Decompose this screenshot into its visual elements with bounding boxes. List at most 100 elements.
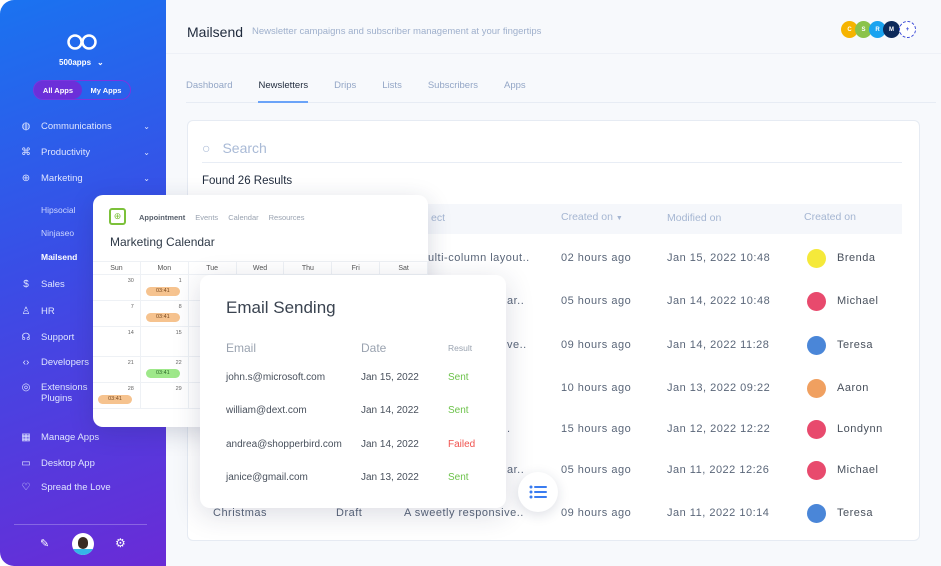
sidebar-item-spread-love[interactable]: ♡ Spread the Love	[20, 482, 150, 493]
table-row[interactable]: . 15 hours ago Jan 12, 2022 12:22 Londynn	[188, 419, 902, 443]
team-avatar[interactable]: R	[869, 21, 886, 38]
table-row[interactable]: ar.. 05 hours ago Jan 11, 2022 12:26 Michae…	[188, 460, 902, 484]
all-apps-button[interactable]: All Apps	[34, 81, 82, 99]
sidebar-item-manage-apps[interactable]: ▦ Manage Apps	[20, 432, 150, 443]
sidebar-item-marketing[interactable]: ⊕ Marketing ⌄	[20, 173, 150, 184]
team-avatar[interactable]: S	[855, 21, 872, 38]
calendar-day[interactable]: 28 03:41	[93, 383, 141, 408]
email-sending-card: Email Sending Email Date Result john.s@m…	[200, 275, 506, 508]
calendar-tab-resources[interactable]: Resources	[268, 213, 305, 222]
day-number: 29	[175, 386, 182, 392]
row-subject: A sweetly responsive..	[404, 507, 524, 519]
label: Communications	[41, 121, 112, 132]
sidebar-item-productivity[interactable]: ⌘ Productivity ⌄	[20, 147, 150, 158]
row-name: Christmas	[213, 507, 268, 519]
monitor-icon: ▭	[21, 458, 31, 469]
calendar-day[interactable]: 29	[141, 383, 189, 408]
calendar-day[interactable]: 15	[141, 327, 189, 356]
weekday: Sun	[93, 262, 141, 274]
col-created-by[interactable]: Created on	[804, 211, 856, 223]
add-user-icon[interactable]: +	[899, 21, 916, 38]
user-avatar	[807, 249, 826, 268]
tab-newsletters[interactable]: Newsletters	[258, 80, 309, 103]
divider	[14, 524, 147, 525]
weekday: Mon	[141, 262, 189, 274]
email-result: Sent	[448, 405, 469, 416]
sidebar-item-extensions[interactable]: ◎ Extensions Plugins	[20, 382, 150, 404]
search-bar[interactable]: ○ Search	[202, 133, 902, 163]
team-avatars[interactable]: C S R M +	[841, 21, 916, 38]
sidebar-sub-ninjaseo[interactable]: Ninjaseo	[41, 228, 75, 238]
calendar-day[interactable]: 7	[93, 301, 141, 326]
tab-drips[interactable]: Drips	[334, 80, 357, 91]
label: HR	[41, 306, 55, 317]
email-address: janice@gmail.com	[226, 472, 308, 483]
email-result: Sent	[448, 372, 469, 383]
row-subject: ve..	[507, 339, 527, 351]
gear-icon[interactable]: ⚙	[115, 536, 126, 550]
org-switcher[interactable]: 500apps ⌄	[59, 58, 104, 67]
chevron-down-icon: ⌄	[143, 148, 150, 157]
calendar-day[interactable]: 8 03:41	[141, 301, 189, 326]
feather-icon[interactable]: ✎	[40, 538, 50, 550]
label: Desktop App	[41, 458, 95, 469]
my-apps-button[interactable]: My Apps	[90, 85, 122, 95]
table-row[interactable]: ulti-column layout.. 02 hours ago Jan 15, …	[188, 248, 902, 272]
event-pill[interactable]: 03:41	[98, 395, 132, 404]
sidebar-item-support[interactable]: ☊ Support	[20, 332, 150, 343]
event-pill[interactable]: 03:41	[145, 287, 180, 296]
apps-toggle[interactable]: All Apps My Apps	[33, 80, 131, 100]
tab-lists[interactable]: Lists	[382, 80, 402, 91]
col-created[interactable]: Created on ▼	[561, 211, 623, 223]
sort-down-icon: ▼	[615, 215, 623, 222]
user-avatar	[807, 461, 826, 480]
table-row[interactable]: ar.. 05 hours ago Jan 14, 2022 10:48 Michae…	[188, 291, 902, 315]
email-date: Jan 13, 2022	[361, 472, 419, 483]
event-pill[interactable]: 03:41	[145, 369, 180, 378]
email-result: Failed	[448, 439, 476, 450]
calendar-day[interactable]: 1 03:41	[141, 275, 189, 300]
col-modified[interactable]: Modified on	[667, 212, 722, 224]
calendar-day[interactable]: 14	[93, 327, 141, 356]
table-row[interactable]: ve.. 09 hours ago Jan 14, 2022 11:28 Teresa	[188, 335, 902, 359]
table-row[interactable]: 10 hours ago Jan 13, 2022 09:22 Aaron	[188, 378, 902, 402]
label: Spread the Love	[41, 482, 111, 493]
calendar-tab-appointment[interactable]: Appointment	[139, 213, 186, 222]
sidebar-item-hr[interactable]: ♙ HR	[20, 306, 150, 317]
col-subject[interactable]: ect	[431, 212, 446, 224]
weekday: Sat	[380, 262, 428, 274]
sidebar-item-developers[interactable]: ‹› Developers	[20, 357, 150, 368]
day-number: 8	[178, 304, 182, 310]
user-avatar	[807, 336, 826, 355]
tab-subscribers[interactable]: Subscribers	[427, 80, 478, 91]
avatar[interactable]	[72, 533, 94, 555]
email-card-title: Email Sending	[226, 298, 336, 317]
search-input[interactable]: Search	[222, 139, 267, 156]
sidebar-item-communications[interactable]: ◍ Communications ⌄	[20, 121, 150, 132]
email-address: john.s@microsoft.com	[226, 372, 326, 383]
list-menu-button[interactable]	[518, 472, 558, 512]
code-icon: ‹›	[22, 357, 30, 368]
calendar-day[interactable]: 22 03:41	[141, 357, 189, 382]
table-row[interactable]: Christmas Draft A sweetly responsive.. 09 h…	[188, 503, 902, 527]
email-date: Jan 14, 2022	[361, 439, 419, 450]
label: Sales	[41, 279, 65, 290]
calendar-day[interactable]: 30	[93, 275, 141, 300]
tab-apps[interactable]: Apps	[504, 80, 526, 91]
weekday: Fri	[332, 262, 381, 274]
calendar-tab-events[interactable]: Events	[195, 213, 219, 222]
sidebar-sub-mailsend[interactable]: Mailsend	[41, 252, 78, 262]
weekday: Thu	[284, 262, 333, 274]
tab-dashboard[interactable]: Dashboard	[186, 80, 233, 91]
day-number: 7	[130, 304, 134, 310]
sidebar-item-sales[interactable]: $ Sales	[20, 279, 150, 290]
heart-icon: ♡	[21, 482, 31, 493]
team-avatar[interactable]: M	[883, 21, 900, 38]
sidebar-item-desktop-app[interactable]: ▭ Desktop App	[20, 458, 150, 469]
event-pill[interactable]: 03:41	[145, 313, 180, 322]
team-avatar[interactable]: C	[841, 21, 858, 38]
day-number: 28	[127, 386, 134, 392]
sidebar-sub-hipsocial[interactable]: Hipsocial	[41, 205, 76, 215]
calendar-tab-calendar[interactable]: Calendar	[228, 213, 259, 222]
calendar-day[interactable]: 21	[93, 357, 141, 382]
